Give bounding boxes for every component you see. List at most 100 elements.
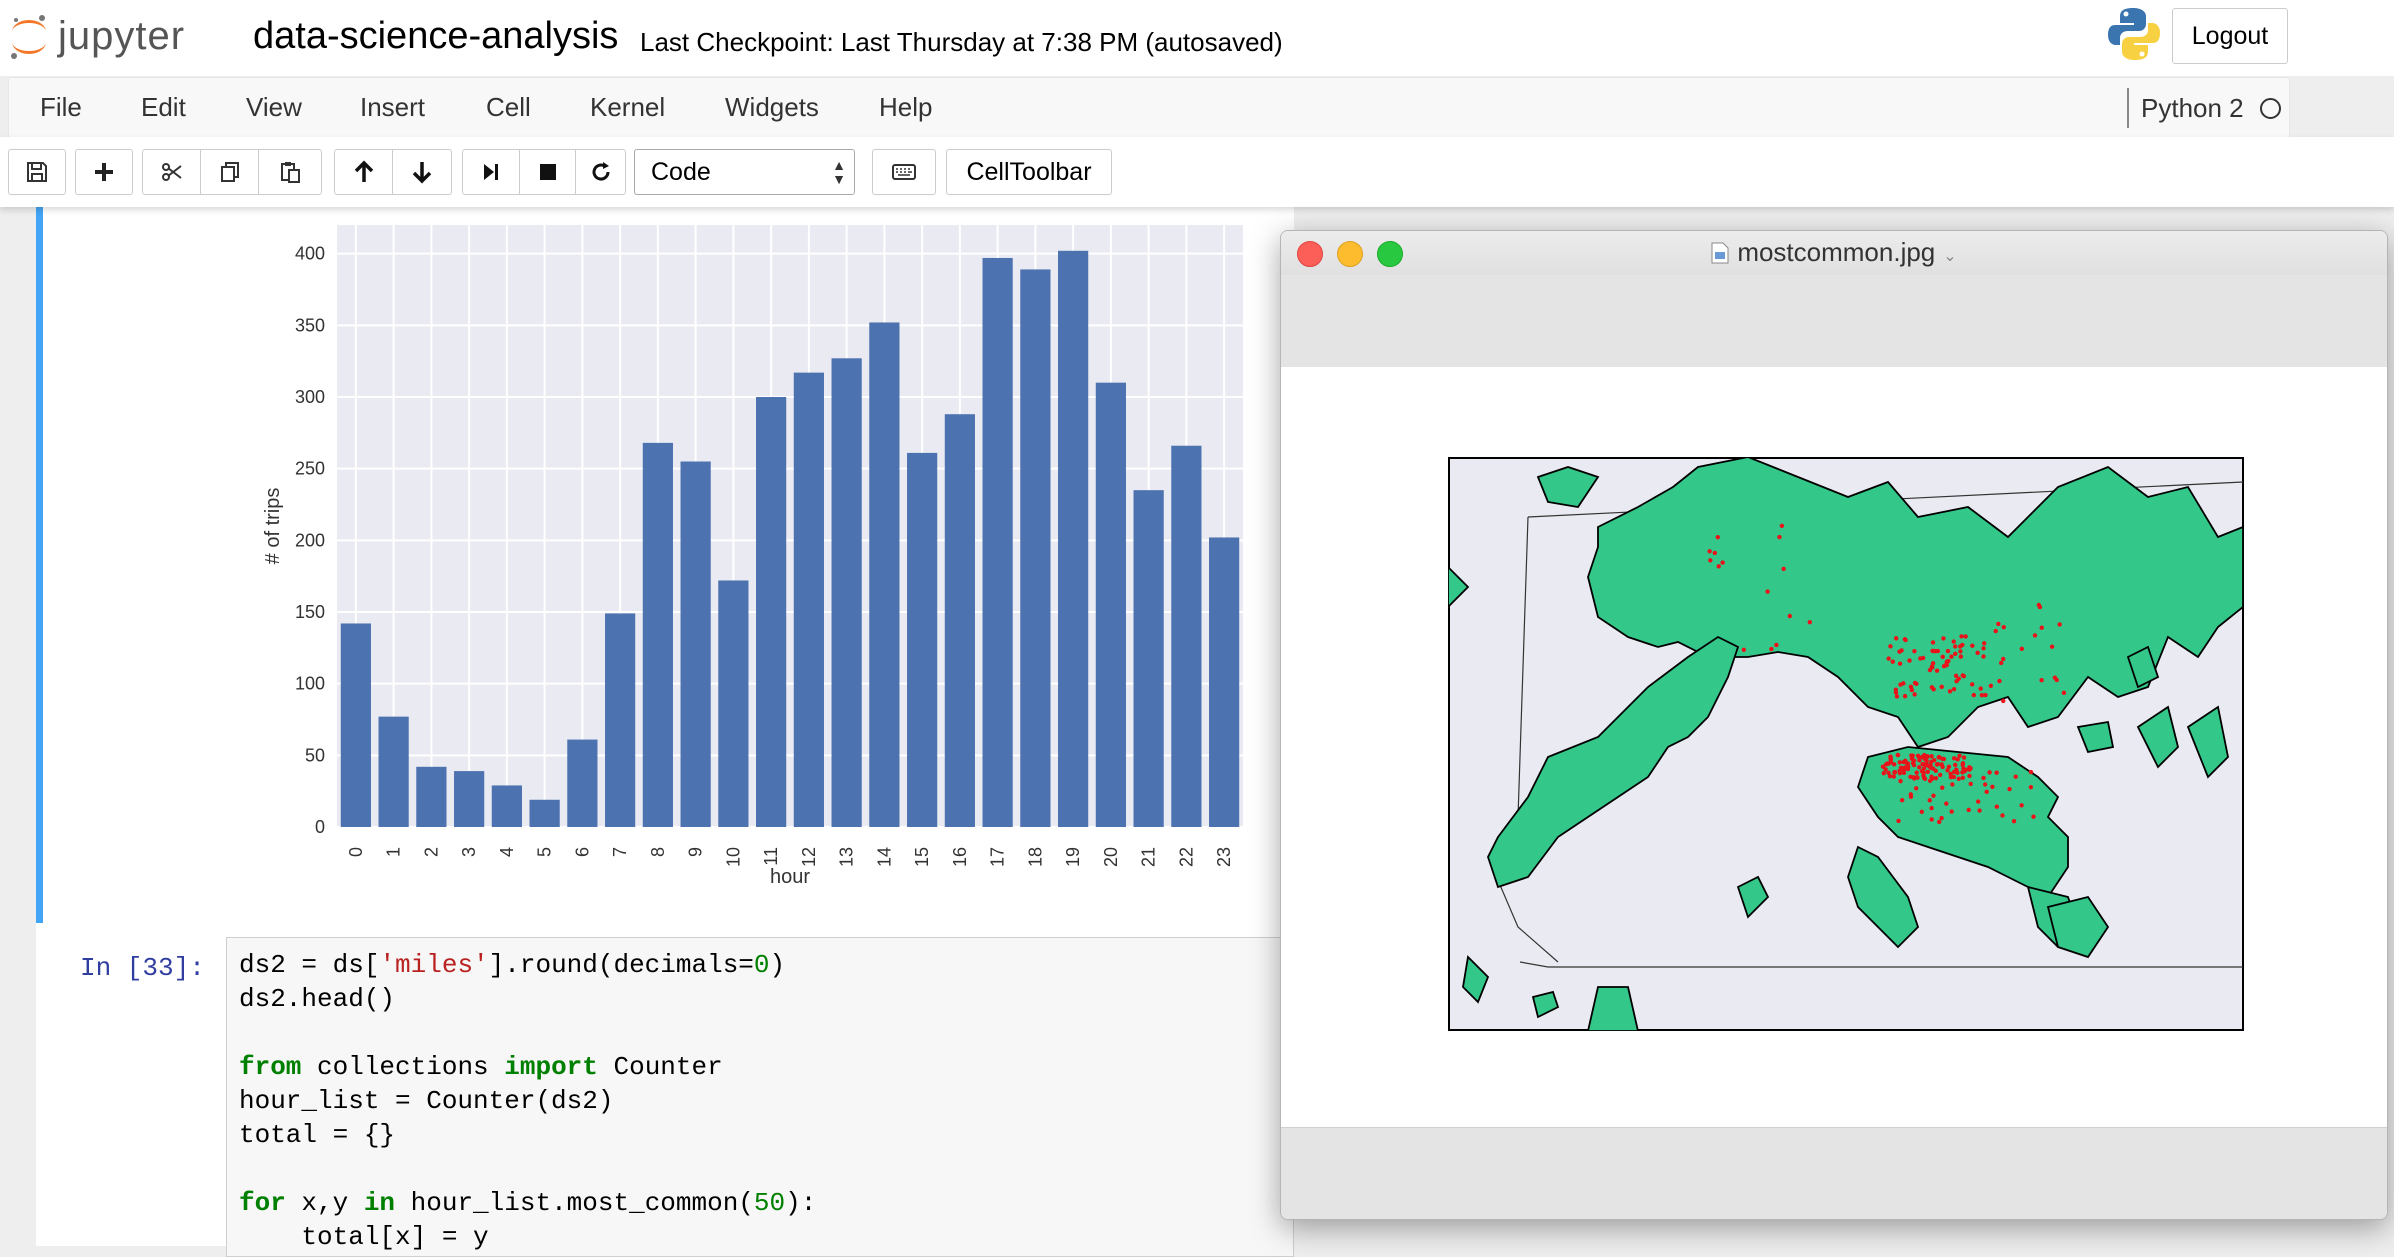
code-token: ) bbox=[769, 950, 786, 980]
trip-point bbox=[1899, 797, 1905, 803]
jupyter-logo[interactable]: jupyter bbox=[8, 6, 185, 66]
trip-point bbox=[1981, 646, 1986, 651]
menu-help[interactable]: Help bbox=[879, 92, 933, 122]
x-tick-label: 12 bbox=[799, 847, 819, 867]
bar-hour-10 bbox=[718, 580, 749, 827]
paste-button[interactable] bbox=[258, 149, 322, 195]
trip-point bbox=[1944, 662, 1949, 668]
trip-point bbox=[1951, 639, 1956, 644]
trip-point bbox=[2011, 819, 2017, 824]
notebook-title[interactable]: data-science-analysis bbox=[253, 15, 619, 57]
trip-point bbox=[1921, 773, 1926, 778]
trip-point bbox=[1779, 523, 1785, 529]
trip-point bbox=[1937, 772, 1943, 778]
trip-point bbox=[1892, 769, 1898, 775]
menu-edit[interactable]: Edit bbox=[141, 92, 186, 122]
copy-button[interactable] bbox=[200, 149, 259, 195]
run-button[interactable] bbox=[462, 149, 520, 195]
trip-point bbox=[1957, 753, 1962, 758]
python-logo-icon bbox=[2108, 8, 2160, 60]
x-tick-label: 23 bbox=[1214, 847, 1234, 867]
trip-point bbox=[1781, 566, 1786, 572]
code-token: ): bbox=[785, 1188, 817, 1218]
trip-point bbox=[1777, 534, 1782, 540]
command-palette-button[interactable] bbox=[872, 149, 936, 195]
preview-toolbar: mostcommon.jpg ⌄ bbox=[1281, 231, 2387, 368]
menu-kernel[interactable]: Kernel bbox=[590, 92, 666, 122]
menu-file[interactable]: File bbox=[40, 92, 82, 122]
trip-point bbox=[1976, 799, 1981, 804]
trip-point bbox=[1982, 782, 1988, 787]
trip-point bbox=[2031, 814, 2036, 819]
preview-window[interactable]: mostcommon.jpg ⌄ bbox=[1280, 230, 2388, 1220]
trip-point bbox=[1897, 770, 1903, 776]
insert-cell-button[interactable] bbox=[75, 149, 133, 195]
bar-hour-0 bbox=[340, 623, 371, 827]
interrupt-button[interactable] bbox=[519, 149, 576, 195]
image-file-icon bbox=[1711, 242, 1729, 264]
trip-point bbox=[1918, 656, 1923, 661]
x-tick-label: 13 bbox=[837, 847, 857, 867]
menu-widgets[interactable]: Widgets bbox=[725, 92, 819, 122]
trip-point bbox=[1937, 819, 1942, 825]
cut-button[interactable] bbox=[142, 149, 201, 195]
preview-titlebar[interactable]: mostcommon.jpg ⌄ bbox=[1281, 231, 2387, 275]
menu-cell[interactable]: Cell bbox=[486, 92, 531, 122]
x-tick-label: 15 bbox=[912, 847, 932, 867]
trip-point bbox=[1960, 770, 1965, 775]
menu-view[interactable]: View bbox=[246, 92, 302, 122]
bar-hour-14 bbox=[869, 322, 900, 827]
bar-hour-18 bbox=[1020, 269, 1051, 827]
trip-point bbox=[1967, 767, 1972, 772]
select-arrows-icon: ▲ ▼ bbox=[832, 157, 846, 187]
zoom-window-button[interactable] bbox=[1377, 241, 1403, 267]
trip-point bbox=[1887, 773, 1893, 779]
paste-icon bbox=[281, 162, 300, 183]
menu-insert[interactable]: Insert bbox=[360, 92, 426, 122]
trip-point bbox=[1945, 648, 1951, 654]
trip-point bbox=[1888, 756, 1894, 761]
trip-point bbox=[1963, 767, 1969, 773]
trip-point bbox=[1940, 785, 1945, 790]
restart-button[interactable] bbox=[575, 149, 626, 195]
close-window-button[interactable] bbox=[1297, 241, 1323, 267]
save-icon bbox=[27, 162, 47, 182]
trip-point bbox=[1716, 564, 1721, 569]
code-token: collections bbox=[301, 1052, 505, 1082]
code-line bbox=[239, 1016, 1293, 1050]
trip-point bbox=[1955, 757, 1960, 762]
trip-point bbox=[1968, 781, 1973, 787]
kernel-indicator: Python 2 bbox=[2127, 88, 2281, 128]
trip-point bbox=[2019, 803, 2024, 808]
x-tick-label: 3 bbox=[459, 847, 479, 857]
cell-type-select[interactable]: Code ▲ ▼ bbox=[634, 149, 855, 195]
trip-point bbox=[2028, 784, 2034, 790]
x-tick-label: 4 bbox=[497, 847, 517, 857]
x-tick-label: 7 bbox=[610, 847, 630, 857]
trip-point bbox=[1896, 818, 1901, 824]
input-prompt: In [33]: bbox=[80, 953, 205, 983]
trip-point bbox=[1933, 768, 1938, 774]
chevron-down-icon[interactable]: ⌄ bbox=[1943, 248, 1957, 265]
minimize-window-button[interactable] bbox=[1337, 241, 1363, 267]
trip-point bbox=[1975, 650, 1980, 656]
trip-point bbox=[2019, 646, 2025, 651]
trip-point bbox=[1930, 640, 1936, 645]
trip-point bbox=[2049, 644, 2055, 649]
celltoolbar-button[interactable]: CellToolbar bbox=[946, 149, 1112, 195]
trip-point bbox=[1898, 778, 1903, 784]
code-line: ds2.head() bbox=[239, 982, 1293, 1016]
output-cell[interactable]: 0 50 100 150 200 250 300 350 400 0 1 2 3 4 5 6 7 8 9 10 11 12… bbox=[36, 207, 1294, 923]
logout-button[interactable]: Logout bbox=[2172, 8, 2288, 64]
trip-point bbox=[1935, 762, 1941, 767]
move-up-button[interactable] bbox=[334, 149, 393, 195]
x-tick-label: 22 bbox=[1176, 847, 1196, 867]
x-tick-label: 11 bbox=[761, 847, 781, 866]
move-down-button[interactable] bbox=[392, 149, 452, 195]
trip-point bbox=[1949, 654, 1954, 659]
code-editor[interactable]: ds2 = ds['miles'].round(decimals=0) ds2.h… bbox=[226, 937, 1294, 1257]
trip-point bbox=[1897, 661, 1903, 666]
save-button[interactable] bbox=[8, 149, 66, 195]
trip-point bbox=[1953, 762, 1958, 768]
code-token: Counter bbox=[597, 1052, 723, 1082]
